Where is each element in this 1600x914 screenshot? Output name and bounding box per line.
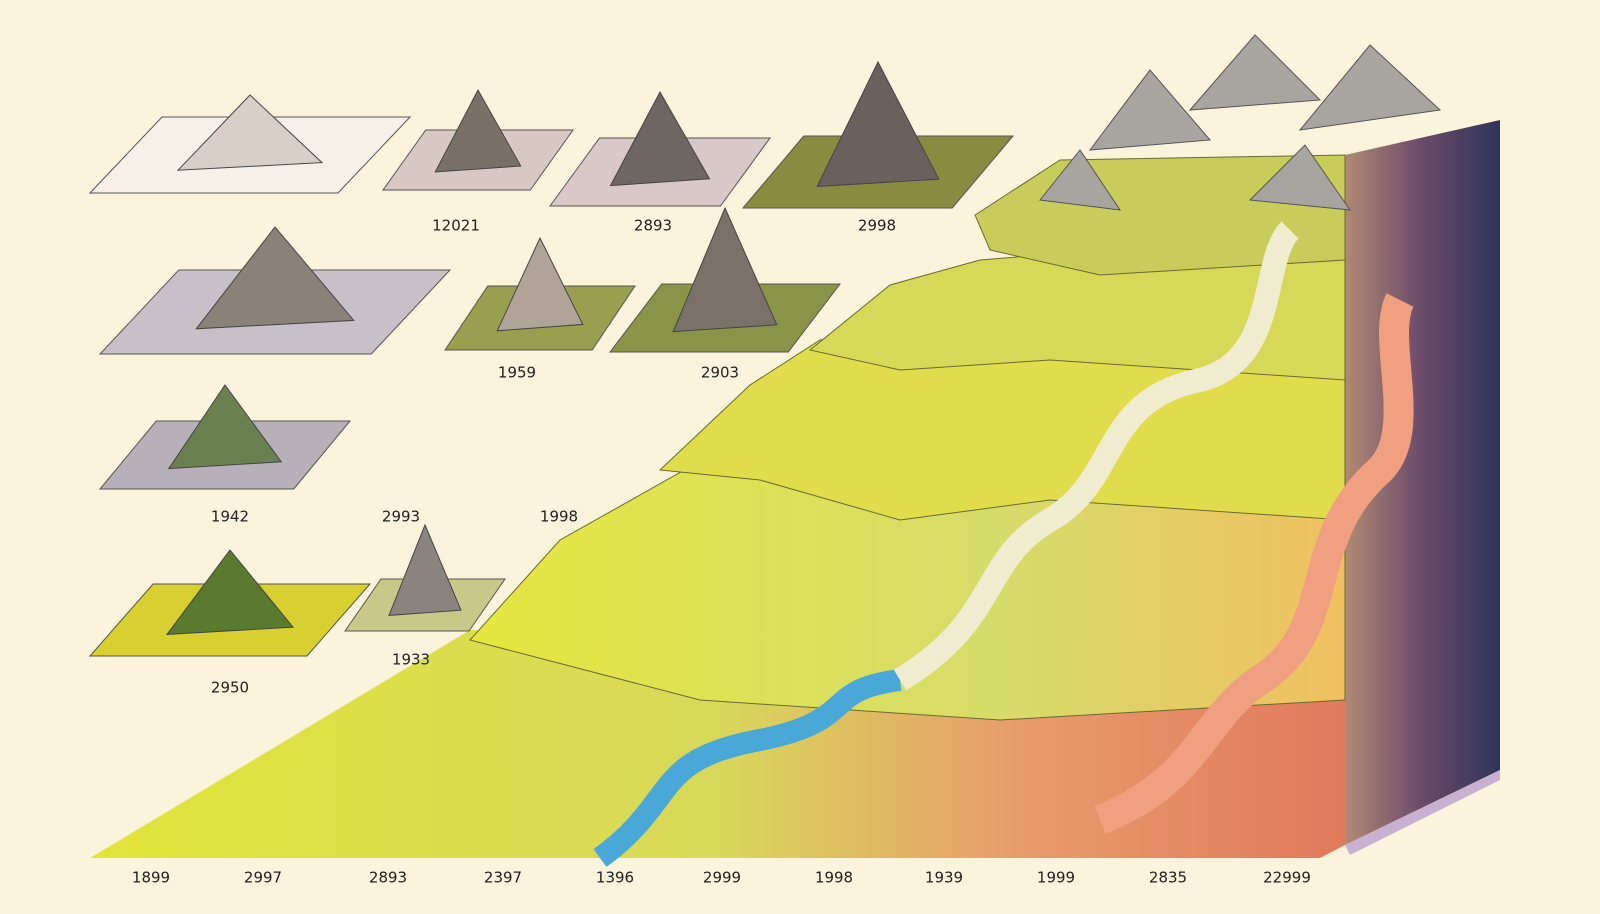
- tile-mountain: [165, 549, 295, 635]
- timeline-label: 1998: [815, 869, 853, 887]
- timeline-label: 22999: [1263, 869, 1311, 887]
- timeline-label: 1899: [132, 869, 170, 887]
- landscape: [90, 34, 1500, 867]
- path-orange: [1094, 293, 1414, 834]
- tile-label: 1942: [211, 508, 249, 526]
- timeline-label: 2999: [703, 869, 741, 887]
- timeline-label: 2397: [484, 869, 522, 887]
- tile-label: 12021: [432, 217, 480, 235]
- timeline-label: 2893: [369, 869, 407, 887]
- tile-label: 1959: [498, 364, 536, 382]
- path-light: [893, 221, 1300, 691]
- tile-mountain: [167, 384, 283, 470]
- tile-mountain: [388, 523, 462, 616]
- timeline-label: 2997: [244, 869, 282, 887]
- timeline: 1899 2997 2893 2397 1396 2999 1998 1939 1999 2835…: [132, 869, 1311, 887]
- tile-label: 2950: [211, 679, 249, 697]
- tile-mountain: [609, 90, 711, 187]
- tile-mountain: [816, 60, 940, 187]
- tile-mountain: [195, 226, 355, 330]
- tile-mountain: [176, 94, 324, 171]
- timeline-label: 1999: [1037, 869, 1075, 887]
- tile-label: 2903: [701, 364, 739, 382]
- tile-mountain: [496, 236, 584, 332]
- tile-label: 2993: [382, 508, 420, 526]
- mountain: [1039, 34, 1442, 211]
- tile-mountain: [672, 206, 778, 333]
- tile-mountain: [434, 88, 522, 173]
- cliff-edge: [1345, 770, 1500, 855]
- tile-label: 1933: [392, 651, 430, 669]
- tiles: 12021 2893 2998 1959 2903 1942 2993 1998 2950 193…: [88, 60, 1015, 697]
- timeline-label: 1396: [596, 869, 634, 887]
- tile-label: 2893: [634, 217, 672, 235]
- timeline-label: 2835: [1149, 869, 1187, 887]
- river: [593, 669, 902, 867]
- tile-label: 2998: [858, 217, 896, 235]
- tile-label: 1998: [540, 508, 578, 526]
- timeline-label: 1939: [925, 869, 963, 887]
